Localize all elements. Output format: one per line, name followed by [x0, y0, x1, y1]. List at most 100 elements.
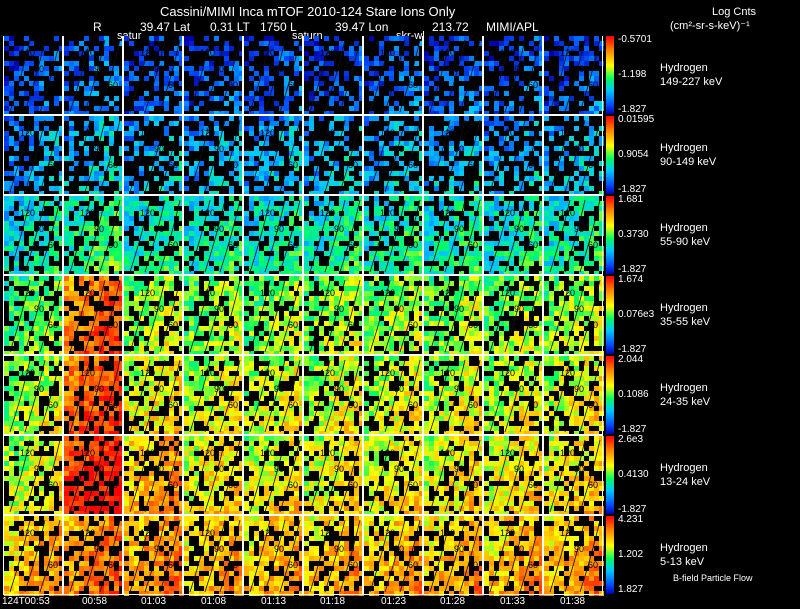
contour-label: 120	[440, 288, 455, 298]
contour-label: 120	[200, 48, 215, 58]
pixel	[9, 221, 14, 226]
pixel	[179, 216, 184, 221]
pixel	[459, 61, 464, 66]
pixel	[244, 261, 249, 266]
panel-border	[243, 195, 303, 275]
contour-label: 120	[20, 288, 35, 298]
pixel	[59, 321, 64, 326]
pixel	[209, 196, 214, 201]
field-line	[504, 279, 526, 353]
pixel	[149, 356, 154, 361]
pixel	[434, 151, 439, 156]
pixel	[159, 296, 164, 301]
pixel	[214, 36, 219, 41]
pixel	[229, 206, 234, 211]
contour-label: 120	[80, 288, 95, 298]
pixel	[509, 226, 514, 231]
pixel	[414, 306, 419, 311]
pixel	[69, 331, 74, 336]
pixel	[99, 191, 104, 196]
pixel	[259, 346, 264, 351]
pixel	[204, 256, 209, 261]
pixel	[194, 46, 199, 51]
pixel	[494, 311, 499, 316]
pixel	[434, 321, 439, 326]
pixel	[319, 116, 324, 121]
pixel	[569, 296, 574, 301]
pixel	[329, 291, 334, 296]
pixel	[169, 331, 174, 336]
pixel	[599, 316, 604, 321]
pixel	[164, 351, 169, 356]
pixel	[104, 206, 109, 211]
pixel	[459, 326, 464, 331]
pixel	[464, 301, 469, 306]
pixel	[294, 56, 299, 61]
pixel	[569, 306, 574, 311]
pixel	[59, 326, 64, 331]
pixel	[229, 341, 234, 346]
pixel	[239, 291, 244, 296]
pixel	[514, 51, 519, 56]
pixel	[489, 66, 494, 71]
pixel	[84, 206, 89, 211]
pixel	[184, 196, 189, 201]
pixel	[234, 71, 239, 76]
pixel	[349, 271, 354, 276]
pixel	[44, 306, 49, 311]
pixel	[514, 156, 519, 161]
pixel	[114, 231, 119, 236]
pixel	[449, 266, 454, 271]
contour-label: 120	[320, 128, 335, 138]
pixel	[459, 96, 464, 101]
pixel	[299, 46, 304, 51]
pixel	[264, 231, 269, 236]
pixel	[4, 181, 9, 186]
pixel	[59, 126, 64, 131]
pixel	[189, 251, 194, 256]
pixel	[44, 331, 49, 336]
pixel	[124, 206, 129, 211]
pixel	[214, 301, 219, 306]
pixel	[544, 146, 549, 151]
pixel	[74, 326, 79, 331]
pixel	[69, 121, 74, 126]
pixel	[14, 101, 19, 106]
pixel	[279, 196, 284, 201]
pixel	[34, 86, 39, 91]
pixel	[284, 86, 289, 91]
pixel	[144, 271, 149, 276]
pixel	[564, 326, 569, 331]
pixel	[424, 271, 429, 276]
pixel	[494, 206, 499, 211]
pixel	[544, 331, 549, 336]
pixel	[164, 131, 169, 136]
pixel	[129, 131, 134, 136]
pixel	[9, 66, 14, 71]
pixel	[484, 306, 489, 311]
pixel	[329, 216, 334, 221]
pixel	[584, 61, 589, 66]
pixel	[469, 91, 474, 96]
pixel	[199, 196, 204, 201]
pixel	[459, 86, 464, 91]
pixel	[264, 296, 269, 301]
pixel	[474, 146, 479, 151]
pixel	[539, 161, 544, 166]
pixel	[549, 76, 554, 81]
pixel	[179, 136, 184, 141]
pixel	[494, 211, 499, 216]
contour-label: 90	[334, 64, 344, 74]
pixel	[109, 411, 114, 416]
pixel	[34, 291, 39, 296]
pixel	[234, 151, 239, 156]
field-line	[204, 39, 226, 113]
pixel	[424, 286, 429, 291]
pixel	[34, 206, 39, 211]
pixel	[424, 346, 429, 351]
pixel	[319, 326, 324, 331]
pixel	[299, 211, 304, 216]
pixel	[569, 276, 574, 281]
pixel	[59, 376, 64, 381]
